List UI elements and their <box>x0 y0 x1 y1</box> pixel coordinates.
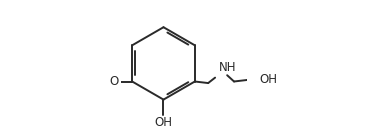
Text: O: O <box>109 75 118 88</box>
Text: NH: NH <box>219 61 236 74</box>
Text: OH: OH <box>155 116 173 129</box>
Text: OH: OH <box>259 73 277 86</box>
